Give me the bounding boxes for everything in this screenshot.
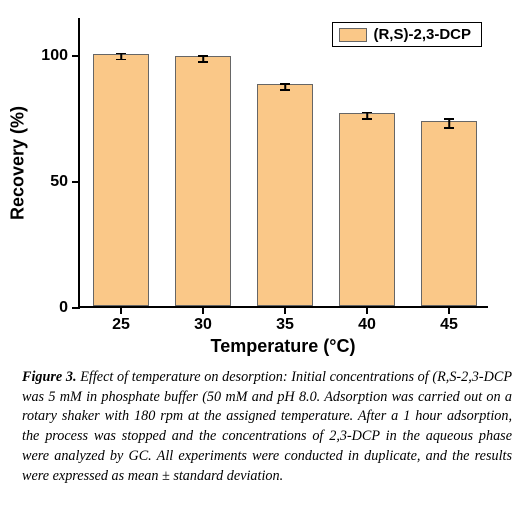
x-tick: [366, 306, 368, 314]
y-tick: [72, 307, 80, 309]
legend: (R,S)-2,3-DCP: [332, 22, 482, 47]
x-tick: [284, 306, 286, 314]
x-tick: [448, 306, 450, 314]
x-tick: [120, 306, 122, 314]
error-cap: [444, 118, 454, 120]
y-tick-label: 100: [41, 47, 68, 65]
x-tick-label: 25: [112, 316, 130, 334]
x-tick: [202, 306, 204, 314]
caption-text: Effect of temperature on desorption: Ini…: [22, 369, 512, 484]
bar: [175, 56, 231, 306]
error-cap: [444, 127, 454, 129]
plot-area: (R,S)-2,3-DCP 0501002530354045: [78, 18, 488, 308]
error-cap: [198, 61, 208, 63]
y-tick: [72, 181, 80, 183]
error-cap: [280, 89, 290, 91]
x-tick-label: 35: [276, 316, 294, 334]
figure-caption: Figure 3. Effect of temperature on desor…: [22, 368, 512, 486]
error-cap: [116, 53, 126, 55]
bar: [339, 113, 395, 306]
error-cap: [362, 118, 372, 120]
error-cap: [280, 83, 290, 85]
bar: [421, 121, 477, 306]
error-cap: [362, 112, 372, 114]
y-axis-title: Recovery (%): [8, 106, 29, 220]
bar: [93, 54, 149, 306]
y-tick-label: 50: [50, 173, 68, 191]
legend-label: (R,S)-2,3-DCP: [373, 26, 471, 43]
error-cap: [198, 55, 208, 57]
bar: [257, 84, 313, 306]
x-tick-label: 40: [358, 316, 376, 334]
x-axis-title: Temperature (°C): [211, 336, 356, 357]
caption-label: Figure 3.: [22, 369, 77, 385]
x-tick-label: 30: [194, 316, 212, 334]
error-cap: [116, 59, 126, 61]
x-tick-label: 45: [440, 316, 458, 334]
y-tick-label: 0: [59, 299, 68, 317]
y-tick: [72, 55, 80, 57]
legend-swatch: [339, 28, 367, 42]
figure-container: Recovery (%) Temperature (°C) (R,S)-2,3-…: [0, 0, 529, 509]
